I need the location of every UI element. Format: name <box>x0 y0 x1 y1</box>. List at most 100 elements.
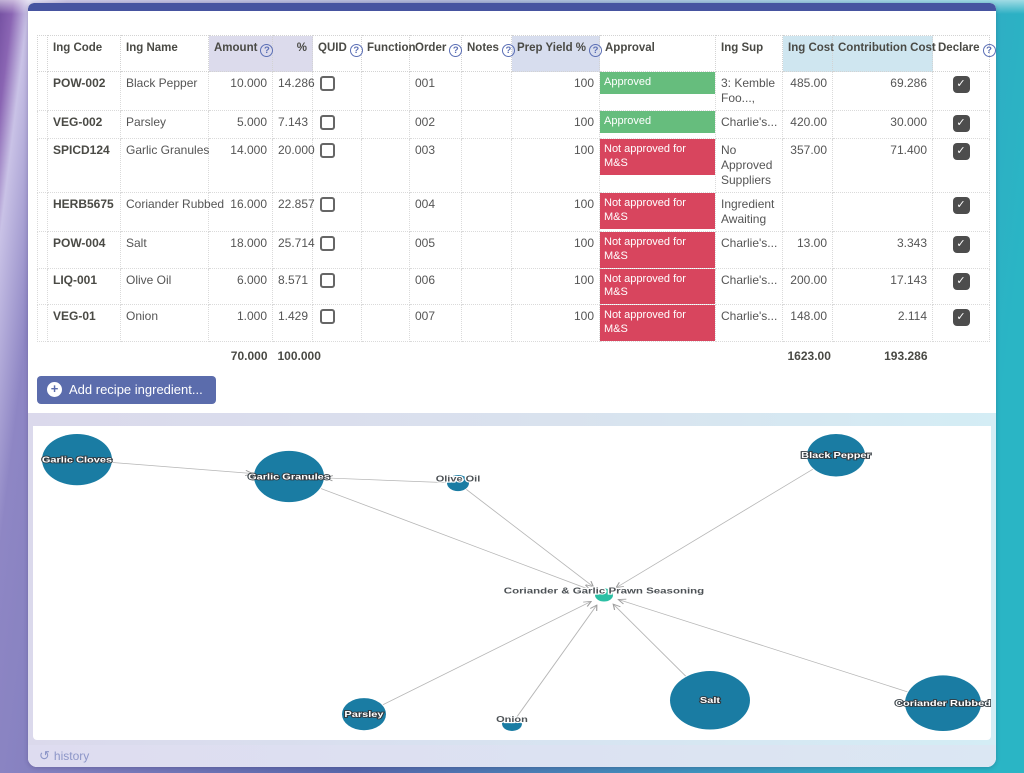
declare-checkbox[interactable] <box>952 309 970 326</box>
cell-order: 004 <box>409 192 462 232</box>
cell-declare <box>932 138 990 193</box>
cell-ing_cost: 420.00 <box>782 110 833 139</box>
cell-ing_code: HERB5675 <box>47 192 121 232</box>
prep_yield-help-icon[interactable] <box>589 44 603 57</box>
quid-checkbox[interactable] <box>320 236 335 251</box>
graph-node-label-onion: Onion <box>496 715 528 724</box>
column-header-label: Amount <box>214 42 258 54</box>
cell-ing_code: POW-004 <box>47 231 121 269</box>
column-header-label: Declare <box>938 42 980 54</box>
ingredients-table: Ing Code Ing Name Amount% QUID FunctionOrder… <box>37 35 996 371</box>
cell-pct: 25.714 <box>272 231 315 269</box>
column-header-ing_sup: Ing Sup <box>715 35 783 72</box>
column-header-ing_code: Ing Code <box>47 35 121 72</box>
cell-contribution_cost <box>832 192 933 232</box>
table-row: HERB5675 Coriander Rubbed 16.000 22.857 004 1… <box>37 192 990 232</box>
cell-pct: 20.000 <box>272 138 315 193</box>
graph-node-onion[interactable] <box>502 715 522 731</box>
history-link[interactable]: history <box>39 749 89 763</box>
column-header-ing_cost: Ing Cost <box>782 35 834 72</box>
cell-quid <box>312 304 362 342</box>
order-help-icon[interactable] <box>449 44 463 57</box>
column-header-order: Order <box>409 35 463 72</box>
cell-contribution_cost: 30.000 <box>832 110 933 139</box>
cell-function <box>361 231 410 269</box>
cell-notes <box>461 138 512 193</box>
cell-ing_cost: 200.00 <box>782 267 833 305</box>
declare-checkbox[interactable] <box>952 236 970 253</box>
quid-checkbox[interactable] <box>320 76 335 91</box>
quid-help-icon[interactable] <box>349 44 363 57</box>
graph-edge-onion-to-root <box>516 605 597 717</box>
quid-checkbox[interactable] <box>320 272 335 288</box>
declare-checkbox[interactable] <box>952 76 970 93</box>
table-actions-row: Add recipe ingredient... <box>28 371 996 413</box>
cell-pct: 8.571 <box>272 267 313 305</box>
cell-contribution_cost: 17.143 <box>832 267 933 305</box>
cell-amount: 18.000 <box>208 231 273 269</box>
cell-approval: Not approved for M&S <box>599 304 716 342</box>
cell-prep_yield: 100 <box>511 110 600 139</box>
cell-handle <box>37 304 48 342</box>
cell-order: 001 <box>409 71 462 111</box>
graph-node-parsley[interactable] <box>342 697 386 730</box>
cell-approval: Not approved for M&S <box>599 138 716 193</box>
add-recipe-ingredient-button[interactable]: Add recipe ingredient... <box>37 375 216 404</box>
cell-ing_sup: Charlie's... <box>715 267 783 305</box>
cell-quid <box>312 138 362 193</box>
graph-node-root[interactable] <box>595 587 613 602</box>
cell-notes <box>461 267 512 305</box>
total-contribution-cost: 193.286 <box>884 348 928 363</box>
total-ing-cost: 1623.00 <box>787 348 831 363</box>
cell-approval: Not approved for M&S <box>599 231 716 269</box>
column-header-label: Approval <box>605 42 655 54</box>
cell-quid <box>312 267 362 305</box>
cell-function <box>361 110 410 139</box>
declare-checkbox[interactable] <box>952 143 970 160</box>
cell-approval: Not approved for M&S <box>599 192 716 232</box>
cell-declare <box>932 267 990 305</box>
cell-order: 002 <box>409 110 462 139</box>
cell-order: 003 <box>409 138 462 193</box>
cell-prep_yield: 100 <box>511 267 600 305</box>
graph-node-label-coriander-rubbed: Coriander Rubbed <box>895 699 991 708</box>
graph-node-garlic-granules[interactable] <box>254 450 324 502</box>
footer-bar: history <box>28 745 996 767</box>
graph-edge-black-pepper-to-root <box>616 468 814 587</box>
cell-prep_yield: 100 <box>511 71 600 111</box>
cell-ing_cost: 13.00 <box>782 231 833 269</box>
quid-checkbox[interactable] <box>320 143 335 158</box>
cell-order: 007 <box>409 304 462 342</box>
cell-contribution_cost: 69.286 <box>832 71 933 111</box>
declare-help-icon[interactable] <box>982 44 996 57</box>
cell-ing_sup: Charlie's... <box>715 231 783 269</box>
graph-node-olive-oil[interactable] <box>447 474 469 491</box>
graph-node-coriander-rubbed[interactable] <box>905 674 981 731</box>
graph-node-garlic-cloves[interactable] <box>42 433 112 485</box>
quid-checkbox[interactable] <box>320 197 335 212</box>
graph-edge-parsley-to-root <box>382 601 591 705</box>
amount-help-icon[interactable] <box>260 44 274 57</box>
totals-cell <box>933 341 990 371</box>
declare-checkbox[interactable] <box>952 272 970 290</box>
quid-checkbox[interactable] <box>320 115 335 130</box>
cell-ing_code: LIQ-001 <box>47 267 121 305</box>
graph-node-label-parsley: Parsley <box>344 710 384 719</box>
declare-checkbox[interactable] <box>952 115 970 132</box>
column-header-label: Ing Code <box>53 42 103 54</box>
cell-notes <box>461 304 512 342</box>
column-header-label: QUID <box>318 42 347 54</box>
section-divider <box>28 412 996 426</box>
cell-notes <box>461 110 512 139</box>
notes-help-icon[interactable] <box>501 44 515 57</box>
quid-checkbox[interactable] <box>320 309 335 324</box>
cell-amount: 5.000 <box>208 110 273 139</box>
declare-checkbox[interactable] <box>952 197 970 214</box>
cell-notes <box>461 231 512 269</box>
table-row: VEG-002 Parsley 5.000 7.143 002 100 Approved Ch… <box>37 110 990 139</box>
cell-ing_sup: 3: Kemble Foo..., <box>715 71 783 111</box>
graph-node-black-pepper[interactable] <box>807 433 865 476</box>
cell-ing_sup: Charlie's... <box>715 304 783 342</box>
graph-card: Garlic Cloves Garlic Granules Olive Oil Bla… <box>33 425 991 740</box>
graph-node-salt[interactable] <box>670 670 750 730</box>
